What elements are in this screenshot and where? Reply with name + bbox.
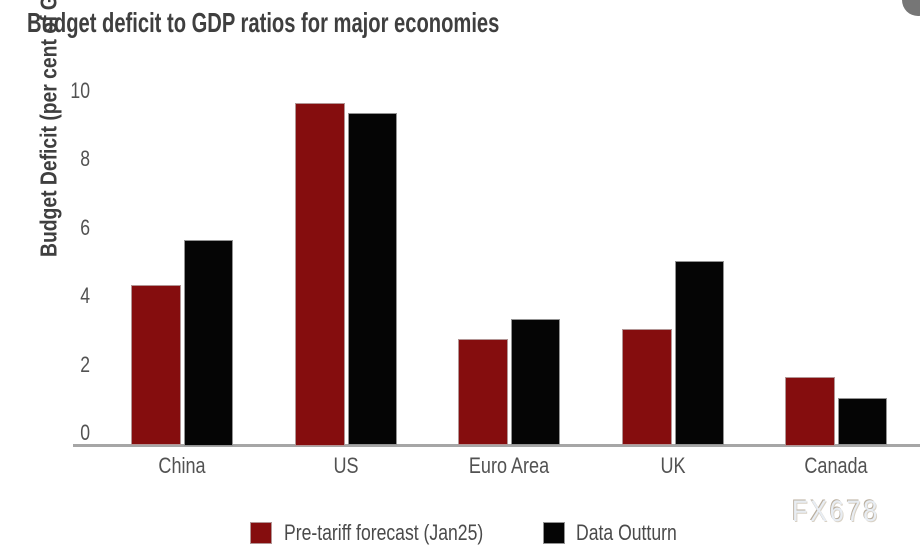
category-label-euro-area: Euro Area — [468, 453, 550, 478]
bar-us-outturn — [347, 113, 397, 446]
bar-euro-area-forecast — [458, 339, 508, 446]
y-tick-label-6: 6 — [80, 214, 90, 240]
y-tick-label-8: 8 — [80, 146, 90, 171]
category-label-us: US — [332, 453, 359, 478]
corner-circle-button[interactable] — [902, 0, 920, 16]
bar-china-outturn — [184, 240, 233, 446]
legend-label-outturn: Data Outturn — [576, 520, 677, 545]
category-label-china: China — [158, 453, 206, 478]
bar-canada-outturn — [838, 397, 887, 446]
y-tick-label-0: 0 — [80, 420, 90, 445]
bar-china-forecast — [131, 284, 181, 446]
chart-title: Budget deficit to GDP ratios for major e… — [27, 7, 500, 38]
legend-swatch-forecast — [250, 522, 272, 544]
bar-uk-outturn — [674, 260, 724, 446]
bar-us-forecast — [294, 103, 345, 446]
bar-uk-forecast — [621, 329, 672, 446]
bar-euro-area-outturn — [511, 318, 560, 446]
y-tick-label-10: 10 — [70, 77, 90, 103]
category-label-uk: UK — [659, 453, 686, 478]
x-axis-line — [73, 444, 920, 447]
legend-label-forecast: Pre-tariff forecast (Jan25) — [284, 520, 484, 545]
watermark-fx678: FX678 — [792, 495, 880, 528]
y-tick-label-4: 4 — [80, 283, 90, 308]
bar-canada-forecast — [785, 377, 835, 446]
legend-swatch-outturn — [543, 522, 565, 544]
y-tick-label-2: 2 — [80, 351, 90, 377]
category-label-canada: Canada — [804, 453, 868, 478]
